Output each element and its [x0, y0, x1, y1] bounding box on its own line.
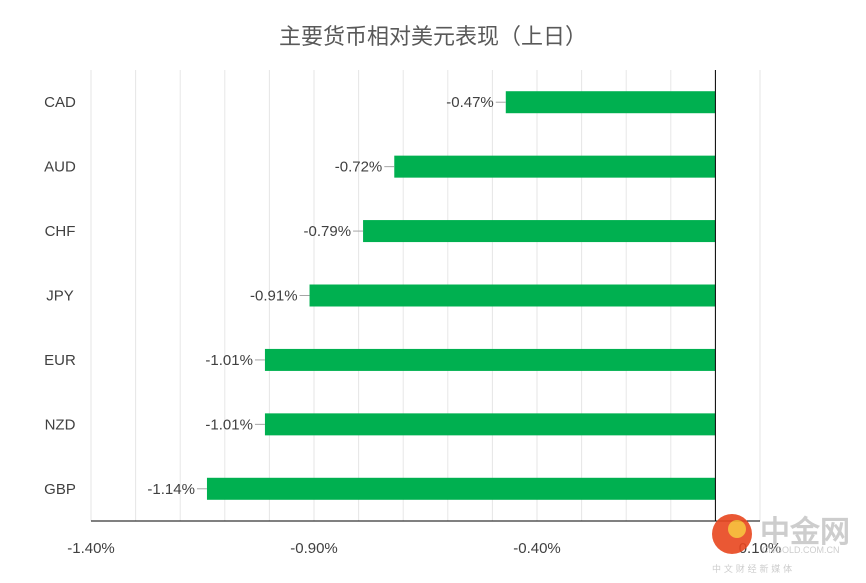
category-label: GBP — [44, 481, 76, 498]
data-label: -0.91% — [250, 288, 298, 305]
x-tick-label: 0.10% — [739, 540, 782, 557]
watermark-tagline: 中 文 财 经 新 媒 体 — [712, 563, 792, 575]
label-leader-lines — [196, 101, 506, 490]
category-label: NZD — [45, 416, 76, 433]
bar-jpy — [309, 284, 716, 307]
data-label: -0.72% — [335, 159, 383, 176]
data-label: -0.47% — [446, 94, 494, 111]
bar-gbp — [206, 477, 716, 500]
watermark-brand: 中金网 — [760, 515, 850, 550]
logo-flame-inner-icon — [728, 520, 746, 538]
bar-chf — [363, 220, 716, 243]
x-tick-label: -1.40% — [67, 540, 115, 557]
bar-nzd — [264, 413, 716, 436]
data-label: -1.01% — [205, 352, 253, 369]
x-tick-labels: -1.40% -0.90% -0.40% 0.10% — [67, 540, 781, 557]
bar-aud — [394, 155, 716, 178]
category-labels: CAD AUD CHF JPY EUR NZD GBP — [44, 94, 76, 498]
watermark-logo: 中金网 CNGOLD.COM.CN 中 文 财 经 新 媒 体 — [712, 514, 850, 575]
data-label: -1.01% — [205, 416, 253, 433]
category-label: AUD — [44, 159, 76, 176]
data-labels: -0.47% -0.72% -0.79% -0.91% -1.01% -1.01% -1.1… — [147, 94, 493, 498]
x-tick-label: -0.90% — [290, 540, 338, 557]
bar-eur — [264, 348, 716, 371]
category-label: CHF — [45, 223, 76, 240]
data-label: -1.14% — [147, 481, 195, 498]
category-label: EUR — [44, 352, 76, 369]
bar-cad — [505, 91, 716, 114]
chart-title: 主要货币相对美元表现（上日） — [279, 25, 587, 50]
data-label: -0.79% — [304, 223, 352, 240]
x-tick-label: -0.40% — [513, 540, 561, 557]
watermark-url: CNGOLD.COM.CN — [762, 545, 840, 555]
bars — [206, 91, 716, 500]
category-label: CAD — [44, 94, 76, 111]
category-label: JPY — [46, 288, 74, 305]
